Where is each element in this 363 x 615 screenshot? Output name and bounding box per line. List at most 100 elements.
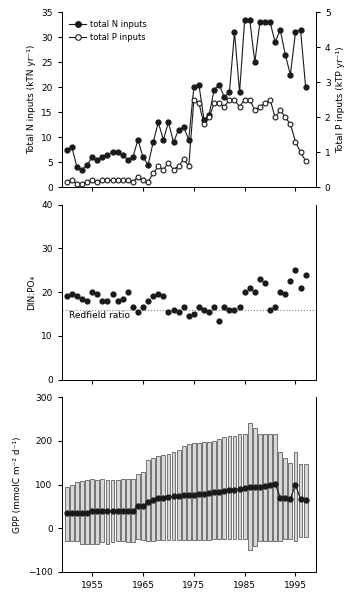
total N inputs — [298, 26, 303, 33]
total P inputs — [298, 148, 303, 156]
Bar — [151, 458, 155, 541]
Bar — [65, 486, 69, 541]
total P inputs — [217, 100, 221, 107]
total N inputs — [161, 136, 166, 143]
Bar — [131, 479, 135, 542]
total P inputs — [222, 103, 227, 111]
Point — [267, 304, 273, 314]
total P inputs — [293, 138, 298, 145]
total N inputs — [293, 28, 298, 36]
Point — [130, 303, 136, 312]
Point — [166, 307, 171, 317]
total N inputs — [273, 39, 277, 46]
Point — [237, 303, 242, 312]
Bar — [70, 485, 74, 541]
Bar — [289, 462, 292, 539]
total P inputs — [166, 159, 171, 167]
Point — [196, 303, 202, 312]
total N inputs — [156, 119, 160, 126]
Bar — [136, 474, 140, 539]
total P inputs — [248, 96, 252, 103]
total N inputs — [100, 154, 105, 161]
total N inputs — [263, 18, 267, 26]
Text: Redfield ratio: Redfield ratio — [69, 311, 130, 320]
Y-axis label: Total N inputs (kTN yr⁻¹): Total N inputs (kTN yr⁻¹) — [26, 45, 36, 154]
Point — [227, 304, 232, 314]
total N inputs — [166, 119, 171, 126]
Bar — [294, 451, 297, 541]
Point — [186, 311, 192, 321]
Point — [216, 315, 222, 325]
Point — [145, 296, 151, 306]
Point — [155, 290, 161, 300]
total P inputs — [258, 103, 262, 111]
Bar — [197, 443, 201, 541]
Bar — [217, 438, 221, 539]
total P inputs — [212, 100, 216, 107]
Point — [221, 303, 227, 312]
total N inputs — [126, 156, 130, 164]
total P inputs — [121, 177, 125, 184]
total P inputs — [110, 177, 115, 184]
Point — [191, 309, 197, 319]
Point — [287, 276, 293, 286]
total P inputs — [90, 177, 94, 184]
total P inputs — [187, 162, 191, 170]
total N inputs — [303, 84, 308, 91]
total P inputs — [95, 178, 99, 186]
Bar — [177, 450, 180, 539]
total N inputs — [227, 89, 232, 96]
Legend: total N inputs, total P inputs: total N inputs, total P inputs — [66, 17, 150, 46]
total P inputs — [278, 106, 282, 114]
total N inputs — [171, 138, 176, 146]
Point — [242, 287, 248, 297]
Point — [94, 290, 100, 300]
Bar — [228, 437, 231, 539]
Bar — [299, 464, 302, 537]
total N inputs — [110, 148, 115, 156]
total P inputs — [65, 178, 69, 186]
Bar — [187, 444, 191, 541]
total N inputs — [151, 138, 155, 146]
Point — [84, 296, 90, 306]
Point — [99, 296, 105, 306]
total P inputs — [100, 177, 105, 184]
total P inputs — [263, 100, 267, 107]
Bar — [80, 481, 84, 544]
total P inputs — [176, 162, 181, 170]
Bar — [263, 434, 267, 541]
total N inputs — [197, 81, 201, 89]
Bar — [304, 464, 307, 537]
total N inputs — [131, 154, 135, 161]
total P inputs — [253, 106, 257, 114]
total P inputs — [237, 103, 242, 111]
Bar — [101, 479, 104, 542]
total P inputs — [288, 121, 293, 128]
total P inputs — [131, 178, 135, 186]
total N inputs — [217, 81, 221, 89]
total P inputs — [161, 166, 166, 173]
Bar — [192, 443, 196, 541]
total N inputs — [187, 136, 191, 143]
Point — [181, 303, 187, 312]
total P inputs — [141, 177, 145, 184]
total P inputs — [171, 166, 176, 173]
Line: total N inputs: total N inputs — [64, 17, 308, 172]
total P inputs — [156, 162, 160, 170]
total N inputs — [136, 136, 140, 143]
Point — [282, 290, 288, 300]
total N inputs — [75, 164, 79, 171]
Bar — [172, 451, 175, 539]
total N inputs — [232, 28, 237, 36]
Bar — [202, 442, 206, 541]
total N inputs — [192, 84, 196, 91]
Point — [252, 287, 258, 297]
total N inputs — [288, 71, 293, 79]
Bar — [223, 437, 226, 539]
total P inputs — [268, 96, 272, 103]
total P inputs — [115, 177, 120, 184]
total P inputs — [70, 177, 74, 184]
total P inputs — [197, 100, 201, 107]
Point — [135, 307, 141, 317]
total P inputs — [85, 178, 89, 186]
